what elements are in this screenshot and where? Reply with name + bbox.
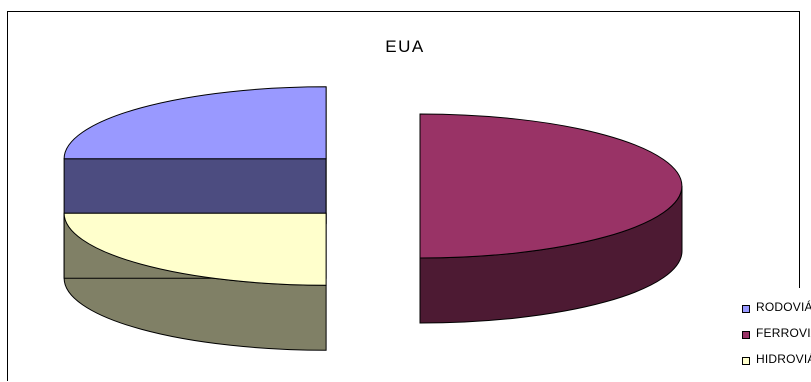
legend-label: RODOVIÁRIO bbox=[756, 300, 811, 314]
pie-slice-2 bbox=[63, 212, 327, 351]
slice-top bbox=[63, 86, 327, 160]
legend-item: FERROVIÁRIO bbox=[740, 324, 811, 350]
legend-item: HIDROVIÁRIO bbox=[740, 350, 811, 376]
legend-swatch bbox=[742, 305, 750, 313]
legend-swatch bbox=[742, 331, 750, 339]
legend-item: RODOVIÁRIO bbox=[740, 298, 811, 324]
plot-border bbox=[7, 11, 800, 381]
slice-top bbox=[419, 113, 683, 259]
pie-slice-0 bbox=[63, 86, 327, 225]
legend-label: HIDROVIÁRIO bbox=[756, 352, 811, 366]
slice-top bbox=[63, 212, 327, 286]
chart-title: EUA bbox=[385, 37, 424, 56]
legend: RODOVIÁRIO FERROVIÁRIO HIDROVIÁRIO bbox=[740, 298, 811, 376]
pie-slice-1 bbox=[419, 113, 683, 324]
legend-label: FERROVIÁRIO bbox=[756, 326, 811, 340]
legend-swatch bbox=[742, 357, 750, 365]
